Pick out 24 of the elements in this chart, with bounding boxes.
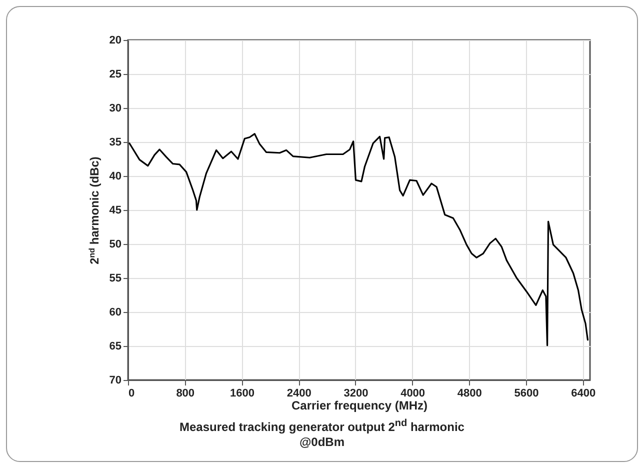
y-tick-label: 50 (109, 238, 122, 250)
y-tick-label: 65 (109, 340, 122, 352)
y-tick-label: 20 (109, 34, 122, 46)
y-tick-label: 55 (109, 272, 122, 284)
line-series (128, 133, 589, 346)
text: Measured tracking generator output 2$^{nd}$ harmonic (178, 418, 466, 434)
x-tick-label: 2400 (286, 388, 312, 400)
y-tick-label: 25 (109, 68, 122, 80)
x-tick-label: 800 (176, 388, 195, 400)
x-tick-label: 6400 (571, 388, 596, 400)
x-tick-label: 4000 (400, 388, 426, 400)
y-tick-label: 30 (109, 102, 122, 114)
y-tick-label: 45 (109, 204, 122, 216)
x-tick-label: 5600 (514, 388, 539, 400)
x-tick-label: 1600 (230, 388, 254, 400)
x-tick-label: 3200 (344, 388, 368, 400)
x-axis-title: Carrier frequency (MHz) (291, 398, 428, 412)
x-tick-label: 0 (128, 388, 135, 400)
y-tick-label: 70 (109, 374, 122, 386)
y-tick-label: 60 (109, 306, 122, 318)
y-tick-label: 40 (109, 170, 122, 182)
text: @0dBm (298, 435, 346, 449)
y-tick-label: 35 (109, 136, 122, 148)
x-tick-label: 4800 (457, 388, 482, 400)
